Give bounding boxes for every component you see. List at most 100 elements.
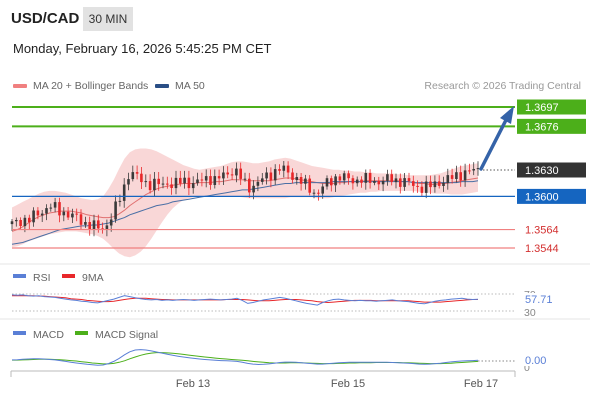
candle-body bbox=[291, 172, 294, 180]
candle-body bbox=[360, 179, 363, 183]
rsi-panel: RSI9MA703057.71 bbox=[0, 263, 590, 319]
candle-body bbox=[222, 172, 225, 179]
timeframe-badge[interactable]: 30 MIN bbox=[83, 7, 133, 31]
legend-ma20-label: MA 20 + Bollinger Bands bbox=[33, 80, 149, 92]
candle-body bbox=[92, 220, 96, 230]
candle-body bbox=[118, 200, 122, 202]
candle-body bbox=[109, 219, 113, 226]
candle-body bbox=[200, 179, 204, 181]
candle-body bbox=[170, 184, 173, 188]
time-axis: Feb 13 Feb 15 Feb 17 bbox=[10, 370, 516, 390]
candle-body bbox=[204, 176, 208, 181]
legend-swatch-rsi-ma bbox=[62, 274, 75, 278]
candle-body bbox=[88, 222, 91, 230]
candle-body bbox=[347, 173, 350, 179]
candle-body bbox=[101, 228, 104, 230]
candle-body bbox=[455, 172, 458, 179]
candle-body bbox=[58, 202, 61, 216]
rsi-line bbox=[11, 294, 479, 306]
macd-value-label: 0.00 bbox=[525, 355, 546, 367]
candle-body bbox=[450, 175, 454, 179]
candle-body bbox=[174, 177, 178, 189]
candle-body bbox=[28, 217, 31, 223]
resistance-label: 1.3697 bbox=[525, 102, 559, 114]
candle-body bbox=[45, 208, 48, 214]
candle-body bbox=[429, 181, 432, 188]
candle-body bbox=[342, 173, 346, 181]
legend-macd-label: MACD bbox=[33, 329, 64, 341]
symbol-title: USD/CAD bbox=[11, 10, 80, 27]
current-price-tag bbox=[517, 162, 586, 178]
candle-body bbox=[153, 178, 156, 191]
candle-body bbox=[144, 181, 148, 183]
candle-body bbox=[187, 177, 191, 189]
legend-rsi-ma-label: 9MA bbox=[82, 272, 104, 284]
candle-body bbox=[420, 186, 424, 193]
candle-body bbox=[97, 220, 100, 229]
legend-swatch-rsi bbox=[13, 274, 26, 278]
candle-body bbox=[235, 168, 238, 176]
candle-body bbox=[351, 178, 355, 184]
candle-body bbox=[312, 192, 316, 194]
candle-body bbox=[416, 185, 419, 187]
candle-body bbox=[161, 183, 165, 185]
candle-body bbox=[62, 211, 66, 216]
candle-body bbox=[23, 217, 27, 227]
candle-body bbox=[179, 177, 182, 184]
candle-body bbox=[131, 172, 135, 180]
x-tick-label: Feb 15 bbox=[331, 378, 365, 390]
candle-body bbox=[446, 175, 450, 183]
resistance-tag bbox=[517, 118, 586, 134]
candle-body bbox=[114, 201, 117, 220]
research-credit: Research © 2026 Trading Central bbox=[424, 80, 581, 92]
macd-signal-line bbox=[12, 352, 479, 365]
candle-body bbox=[468, 170, 471, 172]
candle-body bbox=[135, 172, 139, 174]
forecast-arrow-shaft bbox=[479, 118, 508, 171]
candle-body bbox=[433, 181, 437, 188]
candle-body bbox=[196, 179, 199, 184]
candle-body bbox=[32, 210, 35, 223]
candle-body bbox=[213, 176, 217, 185]
candle-body bbox=[226, 172, 229, 175]
x-tick-label: Feb 17 bbox=[464, 378, 498, 390]
candle-body bbox=[140, 173, 143, 183]
legend-ma50-label: MA 50 bbox=[175, 80, 205, 92]
candle-body bbox=[273, 169, 277, 181]
candle-body bbox=[334, 176, 337, 186]
candle-body bbox=[282, 165, 286, 171]
candle-body bbox=[148, 181, 152, 191]
current-price-label: 1.3630 bbox=[525, 165, 559, 177]
candle-body bbox=[386, 174, 389, 181]
rsi-value-bg bbox=[522, 293, 560, 306]
macd-line bbox=[11, 349, 479, 366]
legend-swatch-macd-signal bbox=[75, 331, 88, 335]
candle-body bbox=[407, 178, 411, 182]
candle-body bbox=[377, 181, 381, 185]
candle-body bbox=[278, 169, 281, 171]
candle-body bbox=[338, 176, 342, 181]
candle-body bbox=[217, 176, 221, 179]
candle-body bbox=[459, 172, 462, 181]
candle-body bbox=[19, 220, 22, 226]
resistance-label: 1.3676 bbox=[525, 121, 559, 133]
candle-body bbox=[40, 213, 44, 216]
candle-body bbox=[286, 165, 290, 173]
candle-body bbox=[472, 169, 475, 171]
candle-body bbox=[269, 172, 273, 181]
price-panel: 1.3697 1.3676 1.3600 1.3564 1.3544 1.3630 bbox=[10, 99, 586, 258]
x-tick-label: Feb 13 bbox=[176, 378, 210, 390]
bollinger-band bbox=[12, 148, 478, 258]
candle-body bbox=[368, 173, 372, 183]
macd-tick-0: 0 bbox=[524, 362, 530, 374]
candle-body bbox=[256, 181, 260, 186]
legend-swatch-macd bbox=[13, 331, 26, 335]
legend-ma50: MA 50 bbox=[155, 80, 205, 92]
candle-body bbox=[373, 181, 376, 183]
chart-datetime: Monday, February 16, 2026 5:45:25 PM CET bbox=[13, 41, 272, 56]
candle-body bbox=[248, 178, 251, 193]
legend-swatch-ma20 bbox=[13, 84, 27, 89]
candle-body bbox=[261, 178, 264, 182]
candle-body bbox=[442, 182, 445, 186]
